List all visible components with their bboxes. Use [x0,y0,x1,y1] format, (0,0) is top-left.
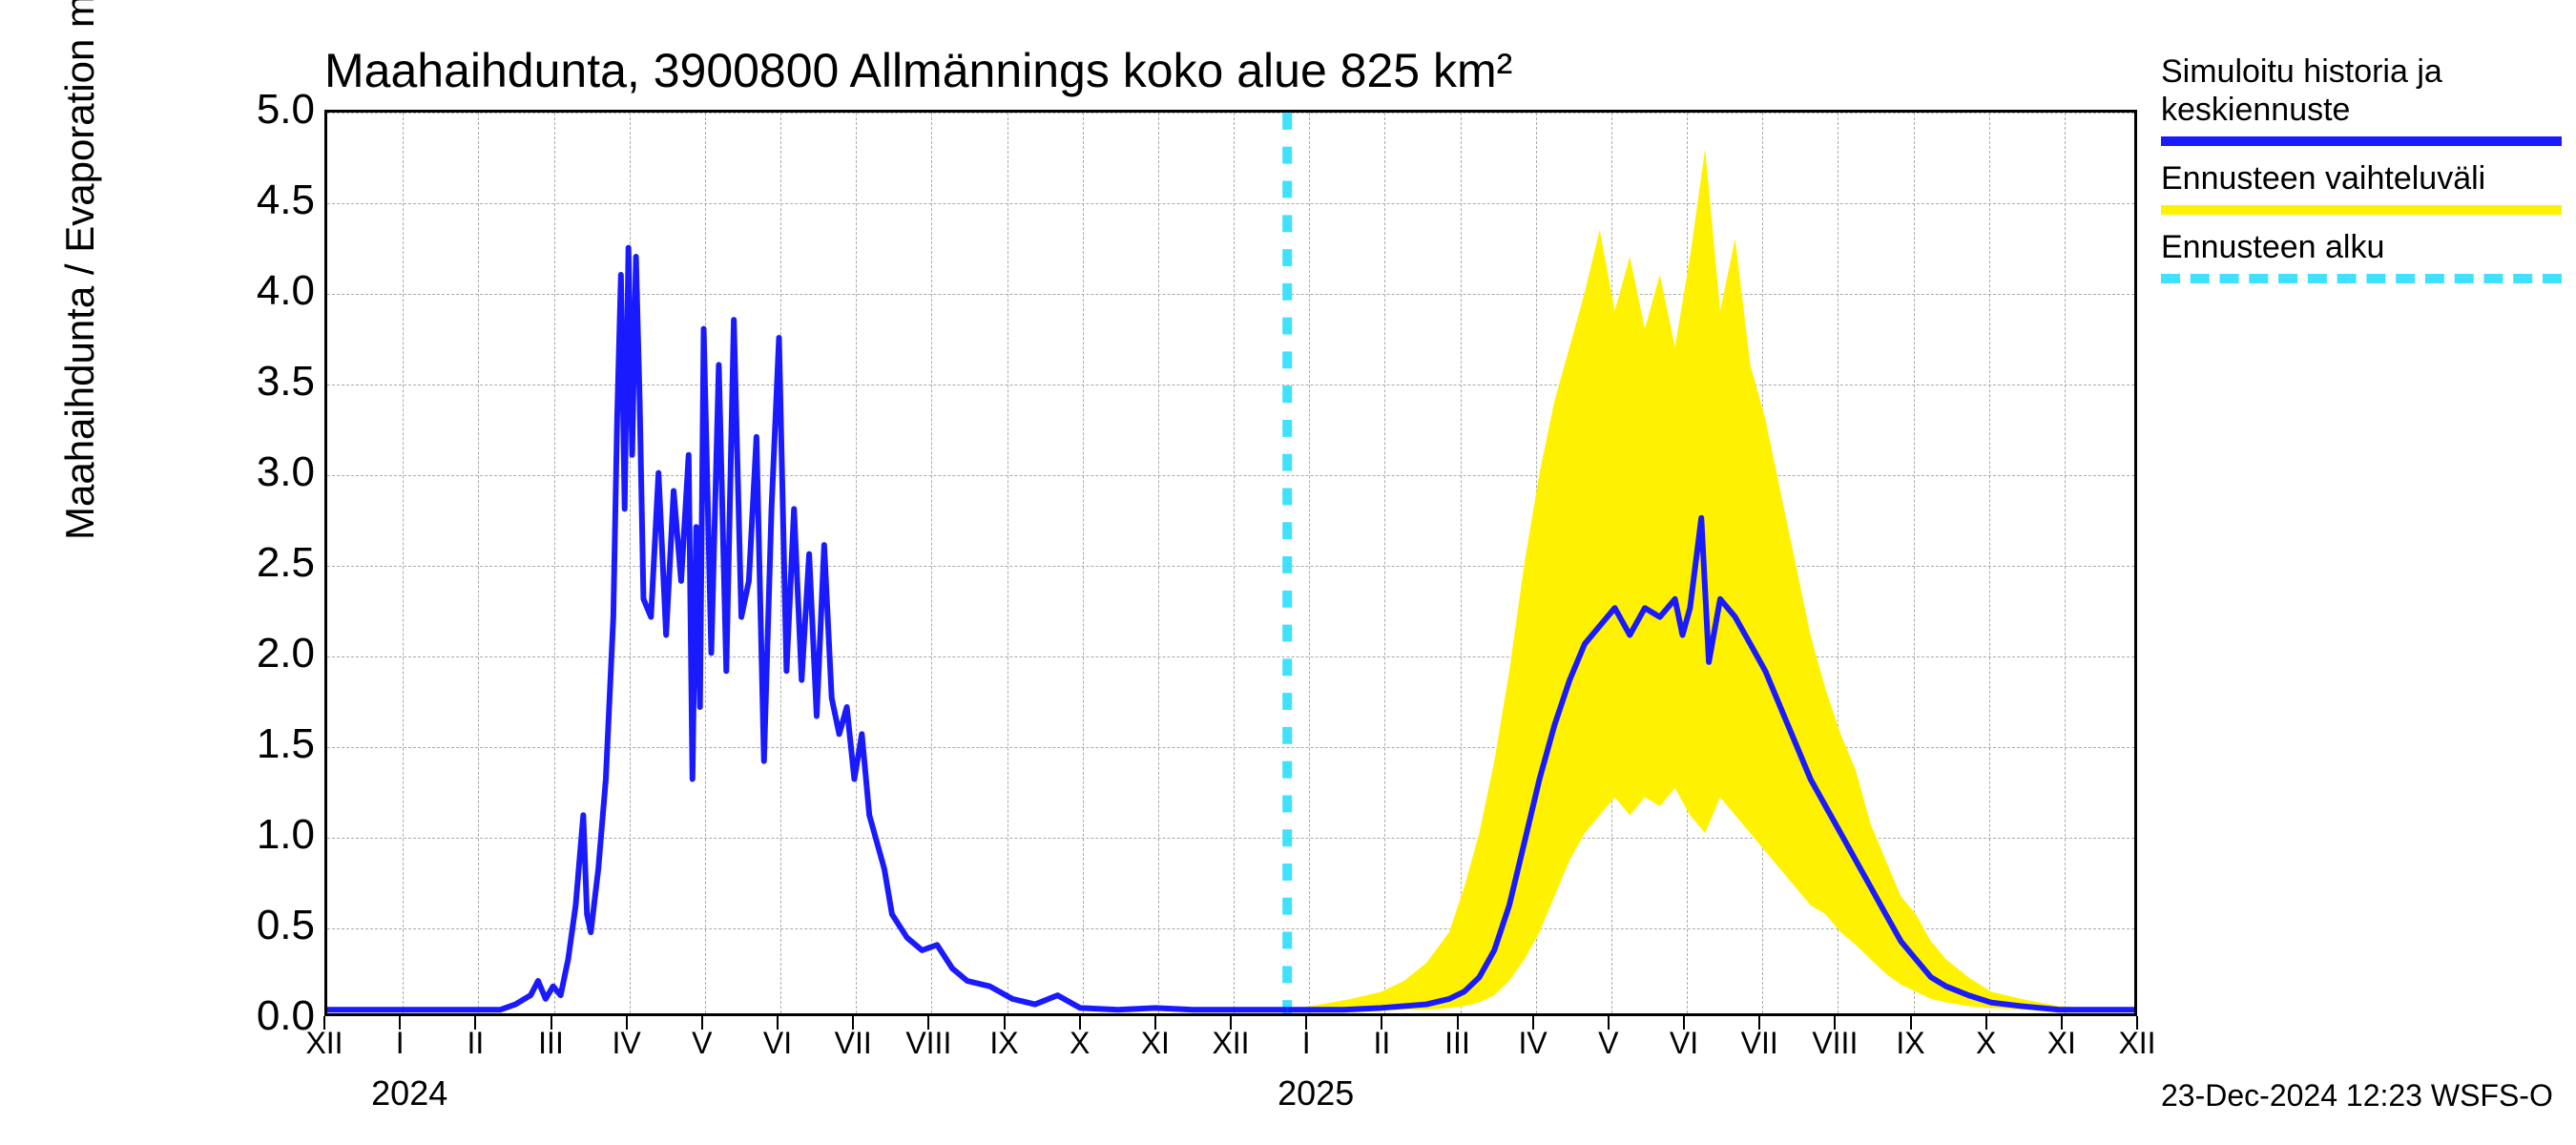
y-tick-label: 4.0 [257,267,315,315]
y-tick-label: 2.0 [257,630,315,677]
x-year-label: 2024 [371,1073,447,1114]
x-tick-label: XII [1212,1026,1249,1061]
y-tick-label: 0.5 [257,902,315,949]
plot-area [324,110,2137,1016]
history-line [327,248,1287,1010]
chart-container: Maahaihdunta, 3900800 Allmännings koko a… [0,0,2576,1145]
x-tick-label: XII [2118,1026,2155,1061]
y-tick-label: 4.5 [257,177,315,224]
plot-svg [327,113,2134,1013]
y-tick-label: 5.0 [257,86,315,134]
y-tick-label: 1.5 [257,720,315,768]
x-tick-label: I [396,1026,405,1061]
legend: Simuloitu historia ja keskiennuste Ennus… [2161,52,2562,297]
legend-entry-history: Simuloitu historia ja keskiennuste [2161,52,2562,129]
x-tick-label: VI [1670,1026,1698,1061]
x-year-label: 2025 [1278,1073,1354,1114]
y-tick-label: 3.5 [257,358,315,406]
x-tick-label: I [1302,1026,1311,1061]
x-tick-label: III [1444,1026,1470,1061]
x-tick-label: X [1070,1026,1090,1061]
forecast-band [1287,149,2134,1010]
y-tick-label: 2.5 [257,539,315,587]
x-tick-label: V [692,1026,712,1061]
x-tick-label: II [467,1026,484,1061]
x-tick-label: VI [763,1026,792,1061]
x-tick-label: XI [2047,1026,2076,1061]
y-tick-label: 3.0 [257,448,315,496]
legend-entry-band: Ennusteen vaihteluväli [2161,159,2562,198]
x-tick-label: IV [613,1026,641,1061]
footer-timestamp: 23-Dec-2024 12:23 WSFS-O [2161,1078,2553,1114]
y-axis-label: Maahaihdunta / Evaporation mm/d [57,0,103,540]
x-tick-label: VII [1741,1026,1778,1061]
legend-swatch-forecast-start [2161,274,2562,283]
x-tick-label: II [1373,1026,1390,1061]
x-tick-label: VIII [1812,1026,1858,1061]
x-tick-label: X [1976,1026,1996,1061]
x-tick-label: IX [989,1026,1018,1061]
x-tick-label: XII [305,1026,343,1061]
x-tick-label: VIII [905,1026,951,1061]
x-tick-label: XI [1141,1026,1170,1061]
chart-title: Maahaihdunta, 3900800 Allmännings koko a… [324,43,1512,98]
x-tick-label: IX [1896,1026,1924,1061]
x-tick-label: V [1598,1026,1618,1061]
x-tick-label: III [538,1026,564,1061]
legend-swatch-band [2161,205,2562,215]
y-tick-label: 1.0 [257,811,315,859]
x-tick-label: IV [1519,1026,1548,1061]
legend-swatch-history [2161,136,2562,146]
legend-entry-forecast-start: Ennusteen alku [2161,228,2562,266]
x-tick-label: VII [835,1026,872,1061]
